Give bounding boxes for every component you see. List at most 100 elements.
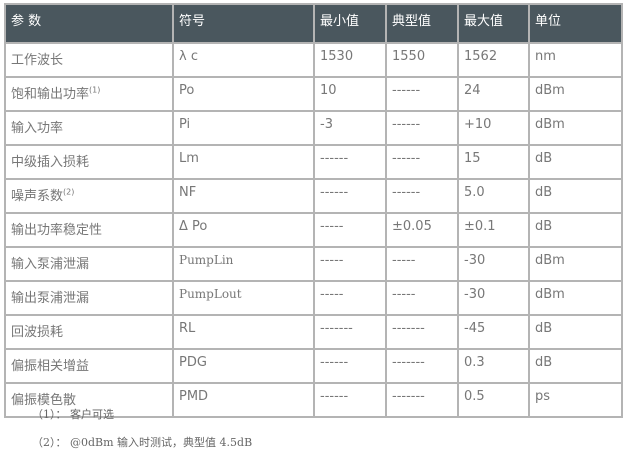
cell-symbol-text: PumpLout: [179, 287, 242, 301]
cell-max-text: -30: [464, 253, 486, 268]
cell-min-text: 1530: [320, 49, 354, 64]
cell-typ: ------: [385, 76, 459, 112]
cell-unit: ps: [528, 382, 623, 418]
cell-param-text: 输入泵浦泄漏: [11, 257, 90, 272]
cell-typ-text: 1550: [392, 49, 426, 64]
cell-typ-text: ------: [392, 117, 421, 132]
cell-typ-text: ±0.05: [392, 219, 432, 234]
cell-max-text: ±0.1: [464, 219, 496, 234]
cell-min-text: -------: [320, 321, 353, 336]
cell-symbol: Lm: [172, 144, 315, 180]
cell-min-text: ------: [320, 355, 349, 370]
cell-unit-text: dB: [535, 219, 553, 234]
cell-min: -------: [313, 314, 387, 350]
cell-min: ------: [313, 382, 387, 418]
header-unit: 单位: [528, 3, 623, 44]
header-max: 最大值: [457, 3, 530, 44]
cell-unit: dB: [528, 178, 623, 214]
cell-symbol-text: Lm: [179, 151, 199, 166]
cell-param-text: 输出泵浦泄漏: [11, 291, 90, 306]
cell-symbol: PumpLout: [172, 280, 315, 316]
cell-symbol-text: PumpLin: [179, 253, 234, 267]
cell-unit: dBm: [528, 110, 623, 146]
spec-table: 参 数 符号 最小值 典型值 最大值 单位 工作波长 λ c 1530 1550 156…: [4, 3, 623, 418]
cell-param-text: 中级插入损耗: [11, 155, 90, 170]
cell-max: 24: [457, 76, 530, 112]
cell-min: -----: [313, 246, 387, 282]
table-row: 输出泵浦泄漏 PumpLout ----- ----- -30 dBm: [4, 280, 623, 316]
cell-typ: ------: [385, 110, 459, 146]
cell-unit: dBm: [528, 246, 623, 282]
footnote-ref: (1): [89, 85, 101, 95]
cell-symbol-text: Po: [179, 83, 195, 98]
cell-param-text: 偏振相关增益: [11, 359, 90, 374]
cell-max: 5.0: [457, 178, 530, 214]
cell-min-text: -----: [320, 219, 344, 234]
cell-min: -----: [313, 212, 387, 248]
cell-typ-text: -------: [392, 389, 425, 404]
cell-unit-text: dB: [535, 151, 553, 166]
cell-min: ------: [313, 178, 387, 214]
cell-symbol-text: λ c: [179, 49, 198, 64]
cell-max: -30: [457, 246, 530, 282]
cell-min-text: -3: [320, 117, 333, 132]
cell-min-text: -----: [320, 253, 344, 268]
cell-param: 工作波长: [4, 42, 174, 78]
cell-max-text: 0.5: [464, 389, 485, 404]
cell-unit-text: ps: [535, 389, 551, 404]
cell-symbol: NF: [172, 178, 315, 214]
table-row: 偏振相关增益 PDG ------ ------- 0.3 dB: [4, 348, 623, 384]
cell-unit: dBm: [528, 76, 623, 112]
cell-max: 1562: [457, 42, 530, 78]
cell-max-text: -30: [464, 287, 486, 302]
cell-symbol-text: PMD: [179, 389, 209, 404]
cell-param: 输入泵浦泄漏: [4, 246, 174, 282]
cell-param-text: 偏振模色散: [11, 393, 77, 408]
cell-symbol: PMD: [172, 382, 315, 418]
footnote-1: （1）： 客户可选: [32, 408, 114, 421]
table-row: 输入功率 Pi -3 ------ +10 dBm: [4, 110, 623, 146]
cell-param-text: 输出功率稳定性: [11, 223, 103, 238]
cell-max-text: 1562: [464, 49, 498, 64]
footnote-2: （2）： @0dBm 输入时测试，典型值 4.5dB: [32, 436, 253, 449]
cell-symbol-text: PDG: [179, 355, 207, 370]
cell-symbol: λ c: [172, 42, 315, 78]
table-row: 输入泵浦泄漏 PumpLin ----- ----- -30 dBm: [4, 246, 623, 282]
cell-min: -----: [313, 280, 387, 316]
header-param: 参 数: [4, 3, 174, 44]
cell-param-text: 输入功率: [11, 121, 64, 136]
cell-typ: -------: [385, 348, 459, 384]
cell-max-text: 24: [464, 83, 481, 98]
cell-symbol: RL: [172, 314, 315, 350]
cell-unit-text: dB: [535, 185, 553, 200]
table-row: 回波损耗 RL ------- ------- -45 dB: [4, 314, 623, 350]
cell-unit: dB: [528, 212, 623, 248]
cell-typ: ------: [385, 178, 459, 214]
cell-typ: 1550: [385, 42, 459, 78]
cell-symbol-text: Δ Po: [179, 219, 208, 234]
cell-typ: -----: [385, 246, 459, 282]
cell-typ-text: -----: [392, 287, 416, 302]
cell-symbol-text: RL: [179, 321, 196, 336]
header-row: 参 数 符号 最小值 典型值 最大值 单位: [4, 3, 623, 44]
footnote-ref: (2): [63, 187, 75, 197]
cell-symbol-text: Pi: [179, 117, 191, 132]
cell-max-text: +10: [464, 117, 492, 132]
cell-symbol: Δ Po: [172, 212, 315, 248]
cell-unit-text: dBm: [535, 117, 565, 132]
cell-min: ------: [313, 144, 387, 180]
cell-unit-text: dBm: [535, 287, 565, 302]
cell-typ-text: -------: [392, 355, 425, 370]
cell-unit-text: dB: [535, 321, 553, 336]
cell-param: 回波损耗: [4, 314, 174, 350]
cell-typ: -----: [385, 280, 459, 316]
table-row: 中级插入损耗 Lm ------ ------ 15 dB: [4, 144, 623, 180]
cell-max-text: 0.3: [464, 355, 485, 370]
table-row: 噪声系数(2) NF ------ ------ 5.0 dB: [4, 178, 623, 214]
cell-max: ±0.1: [457, 212, 530, 248]
cell-min-text: ------: [320, 185, 349, 200]
cell-max: -30: [457, 280, 530, 316]
cell-max-text: 15: [464, 151, 481, 166]
cell-unit-text: dB: [535, 355, 553, 370]
cell-symbol: Po: [172, 76, 315, 112]
